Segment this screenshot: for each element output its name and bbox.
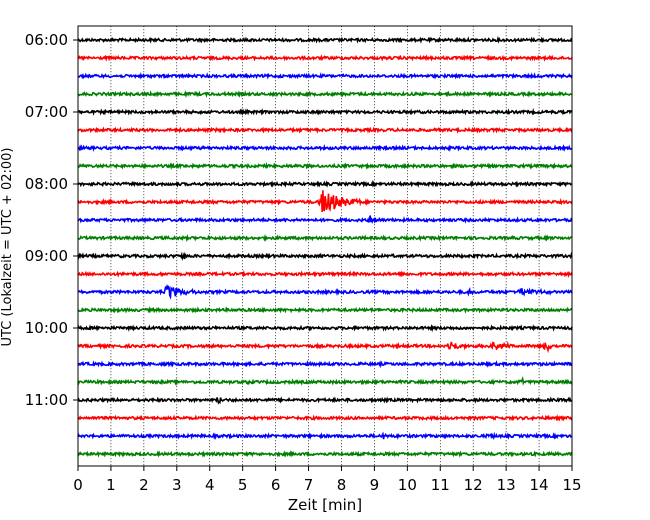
y-tick-label: 09:00 <box>25 247 68 265</box>
trace-0600 <box>77 35 573 44</box>
y-tick-label: 07:00 <box>25 103 68 121</box>
x-tick-label: 6 <box>271 476 281 494</box>
trace-0930 <box>77 283 573 300</box>
x-tick-label: 0 <box>73 476 83 494</box>
trace-1145 <box>77 450 573 458</box>
x-tick-label: 9 <box>370 476 380 494</box>
y-tick-label: 10:00 <box>25 319 68 337</box>
x-tick-label: 11 <box>431 476 450 494</box>
trace-1100 <box>77 396 573 405</box>
x-tick-label: 10 <box>398 476 417 494</box>
plot-frame <box>77 25 573 467</box>
x-tick-label: 1 <box>106 476 116 494</box>
trace-1130 <box>77 431 573 441</box>
x-tick-label: 4 <box>205 476 215 494</box>
trace-0915 <box>77 269 573 278</box>
trace-1030 <box>77 360 573 369</box>
x-axis-label: Zeit [min] <box>288 496 362 514</box>
y-axis-label: UTC (Lokalzeit = UTC + 02:00) <box>0 148 15 347</box>
trace-1000 <box>77 323 573 333</box>
trace-1045 <box>77 376 573 387</box>
y-axis-ticks: 06:00 07:00 08:00 09:00 10:00 11:00 <box>25 31 78 409</box>
trace-0630 <box>77 72 573 80</box>
x-tick-label: 12 <box>464 476 483 494</box>
trace-0700 <box>77 107 573 116</box>
x-tick-label: 7 <box>304 476 314 494</box>
trace-0730 <box>77 143 573 153</box>
y-tick-label: 08:00 <box>25 175 68 193</box>
x-tick-label: 8 <box>337 476 347 494</box>
x-tick-label: 3 <box>172 476 182 494</box>
x-tick-label: 5 <box>238 476 248 494</box>
trace-0815 <box>77 190 573 213</box>
x-tick-label: 15 <box>562 476 581 494</box>
trace-1115 <box>77 414 573 422</box>
seismic-traces <box>77 35 573 458</box>
trace-0830 <box>77 215 573 225</box>
trace-0945 <box>77 306 573 314</box>
plot-background <box>78 26 572 466</box>
trace-0715 <box>77 126 573 134</box>
trace-1015 <box>77 340 573 354</box>
y-tick-label: 11:00 <box>25 391 68 409</box>
x-axis-ticks: 0 1 2 3 4 5 6 7 8 9 10 11 12 13 14 15 <box>73 466 582 494</box>
x-tick-label: 14 <box>530 476 549 494</box>
trace-0615 <box>77 54 573 62</box>
x-gridlines <box>110 26 540 466</box>
trace-0845 <box>77 233 573 243</box>
trace-0745 <box>77 161 573 171</box>
x-tick-label: 2 <box>139 476 149 494</box>
y-tick-label: 06:00 <box>25 31 68 49</box>
trace-0800 <box>77 179 573 188</box>
x-tick-label: 13 <box>497 476 516 494</box>
trace-0900 <box>77 251 573 261</box>
trace-0645 <box>77 90 573 99</box>
